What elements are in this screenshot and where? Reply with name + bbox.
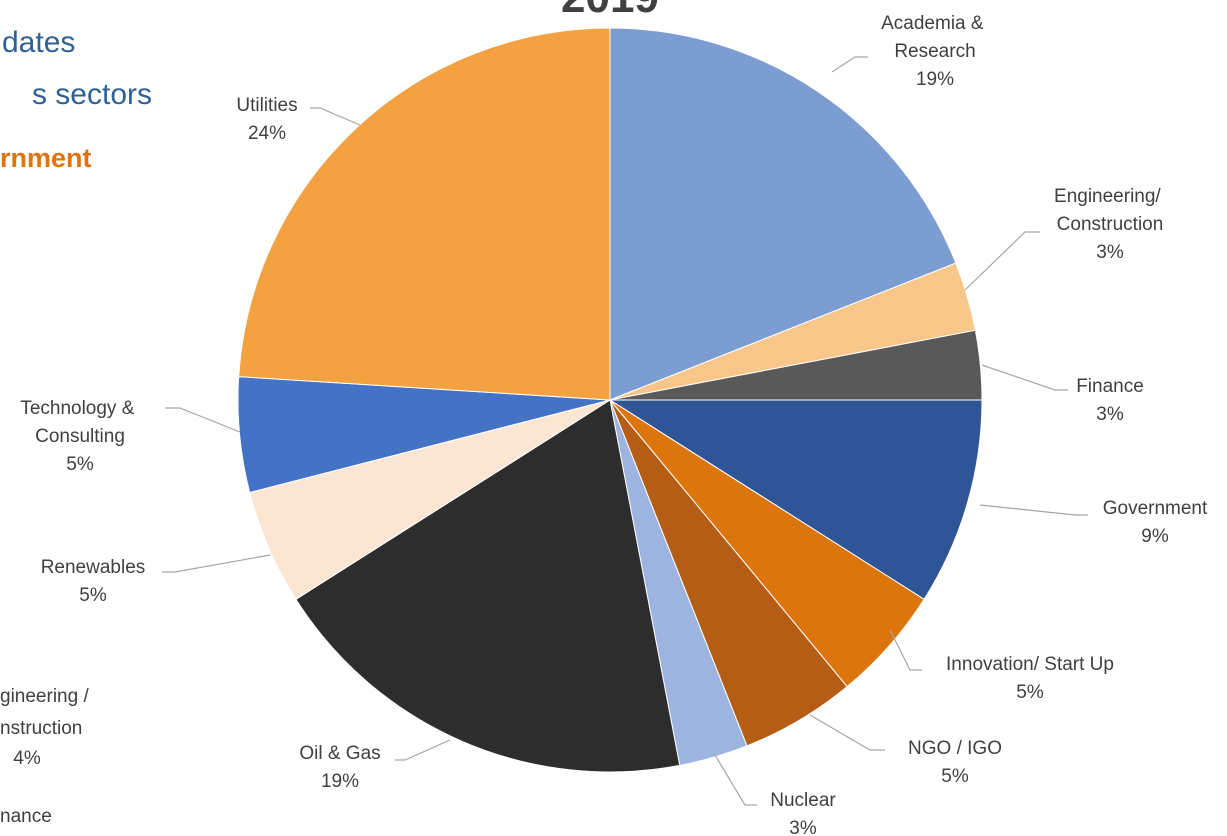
value-label: 19% <box>321 771 359 792</box>
leader-line <box>981 364 1068 391</box>
slice-label: Government <box>1103 498 1208 519</box>
leader-line <box>964 231 1040 291</box>
value-label: 5% <box>941 766 969 787</box>
leader-line <box>831 56 868 73</box>
value-label: 3% <box>789 818 817 836</box>
slice-label: NGO / IGO <box>908 738 1002 759</box>
annotation: nance <box>0 806 52 827</box>
slice-label: Utilities <box>236 95 297 116</box>
leader-line <box>165 407 241 433</box>
value-label: 3% <box>1096 242 1124 263</box>
leader-lines <box>162 56 1088 806</box>
annotation: s sectors <box>32 78 152 111</box>
value-label: 5% <box>79 585 107 606</box>
annotation: nstruction <box>0 718 82 739</box>
value-label: 3% <box>1096 404 1124 425</box>
slice-label: Renewables <box>41 557 146 578</box>
slice-label: Innovation/ Start Up <box>946 654 1114 675</box>
value-label: 24% <box>248 123 286 144</box>
leader-line <box>162 554 271 573</box>
slice-label: Nuclear <box>770 790 836 811</box>
slice-label: Academia & Research <box>881 13 989 62</box>
annotation: 4% <box>13 748 41 769</box>
pie-slice <box>295 399 681 773</box>
value-label: 19% <box>916 69 954 90</box>
pie-slice <box>238 27 611 401</box>
annotation: gineering / <box>0 686 89 707</box>
slice-label: Finance <box>1076 376 1144 397</box>
leader-line <box>714 754 757 806</box>
pie-slice <box>609 27 957 401</box>
value-label: 5% <box>66 454 94 475</box>
leader-line <box>310 107 361 126</box>
leader-line <box>395 739 451 761</box>
leader-line <box>979 504 1088 516</box>
annotation: dates <box>2 26 75 59</box>
value-label: 5% <box>1016 682 1044 703</box>
slice-label: Technology & Consulting <box>20 398 139 447</box>
leader-line <box>809 714 885 751</box>
pie-slice <box>608 399 983 601</box>
chart-title: 2019 <box>561 0 659 22</box>
annotation: rnment <box>0 143 92 173</box>
leader-line <box>889 629 922 671</box>
slice-label: Engineering/ Construction <box>1054 186 1166 235</box>
slice-label: Oil & Gas <box>299 743 380 764</box>
value-label: 9% <box>1141 526 1169 547</box>
